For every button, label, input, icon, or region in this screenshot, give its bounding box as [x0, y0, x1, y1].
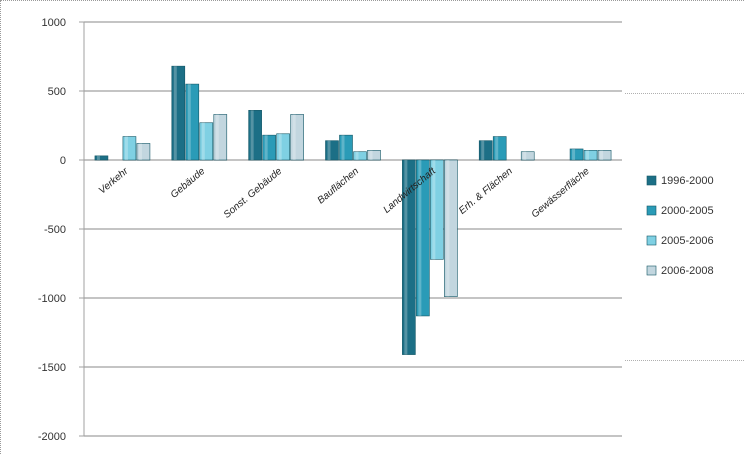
bar-highlight	[600, 150, 604, 160]
bar-highlight	[586, 150, 590, 160]
legend-label: 2005-2006	[661, 235, 714, 247]
bar-highlight	[96, 155, 100, 160]
bar-highlight	[201, 122, 205, 160]
bar	[430, 159, 444, 260]
y-tick-label: 0	[60, 155, 66, 167]
y-tick-label: -2000	[38, 431, 66, 443]
bar	[136, 143, 151, 161]
legend-swatch	[646, 235, 657, 246]
bar	[416, 159, 430, 317]
category-labels: Verkehr Gebäude Sonst. Gebäude Bauflächen La…	[97, 165, 592, 221]
bar	[444, 159, 458, 297]
bar-highlight	[250, 110, 254, 160]
legend-label: 2000-2005	[661, 205, 714, 217]
bar-highlight	[495, 136, 499, 160]
y-tick-labels: 1000 500 0 -500 -1000 -1500 -2000	[38, 17, 66, 443]
bar-highlight	[215, 114, 219, 160]
y-tick-label: -1500	[38, 362, 66, 374]
bar	[290, 114, 304, 161]
bar-highlight	[278, 133, 282, 160]
legend-label: 2006-2008	[661, 265, 714, 277]
y-tick-label: -1000	[38, 293, 66, 305]
bar	[583, 150, 598, 161]
legend-swatch	[646, 205, 657, 216]
bar-highlight	[264, 135, 268, 160]
legend-swatch	[646, 265, 657, 276]
legend-label: 1996-2000	[661, 175, 714, 187]
bar	[185, 83, 200, 161]
bar	[520, 151, 535, 161]
bar-highlight	[138, 143, 142, 160]
bar-highlight	[355, 151, 359, 160]
bars	[94, 65, 612, 355]
category-label: Erh. & Flächen	[457, 166, 515, 217]
category-label: Verkehr	[97, 165, 131, 196]
bar	[339, 134, 353, 161]
bar-highlight	[341, 135, 345, 160]
dotted-guide-upper	[625, 93, 744, 94]
bar-highlight	[173, 66, 177, 160]
bar	[248, 110, 262, 161]
dotted-guide-lower	[625, 360, 744, 361]
bar	[276, 133, 290, 161]
y-tick-label: 1000	[42, 17, 66, 29]
bar	[122, 136, 137, 161]
bar	[171, 65, 186, 161]
bar	[213, 114, 228, 161]
bar	[402, 159, 416, 355]
bar-highlight	[292, 114, 296, 160]
bar	[325, 140, 339, 161]
bar	[478, 140, 493, 161]
bar-highlight	[446, 160, 450, 297]
legend-swatch	[646, 175, 657, 186]
category-label: Gewässerfläche	[530, 166, 592, 221]
bar	[353, 151, 367, 161]
category-label: Gebäude	[169, 166, 208, 201]
bar	[367, 150, 381, 161]
bar-highlight	[481, 140, 485, 160]
bar-highlight	[432, 160, 436, 260]
bar	[597, 150, 612, 161]
bar	[569, 148, 584, 161]
legend: 1996-2000 2000-2005 2005-2006 2006-2008	[646, 175, 714, 277]
y-tick-label: 500	[48, 86, 66, 98]
bar	[199, 122, 214, 161]
bar	[492, 136, 507, 161]
category-label: Sonst. Gebäude	[222, 166, 285, 221]
bar	[262, 134, 276, 161]
bar-highlight	[523, 151, 527, 160]
y-tick-label: -500	[44, 224, 66, 236]
bar-highlight	[572, 148, 576, 160]
bar-highlight	[327, 140, 331, 160]
bar-highlight	[124, 136, 128, 160]
category-label: Bauflächen	[316, 166, 362, 207]
bar-highlight	[187, 84, 191, 160]
bar	[94, 155, 109, 161]
bar-highlight	[404, 160, 408, 355]
bar-highlight	[418, 160, 422, 316]
bar-highlight	[369, 150, 373, 160]
gridlines	[79, 21, 622, 437]
